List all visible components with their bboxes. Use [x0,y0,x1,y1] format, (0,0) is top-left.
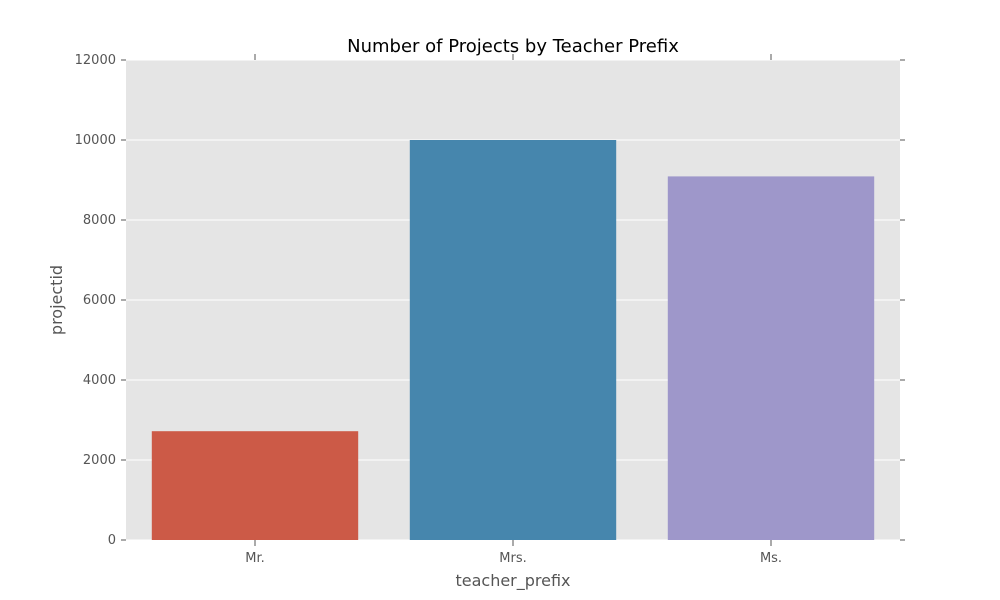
y-tick-label: 8000 [83,213,116,228]
y-tick-label: 6000 [83,293,116,308]
x-tick-label: Mrs. [499,551,526,566]
bar-mrs [409,140,617,540]
y-tick-label: 12000 [75,53,116,68]
y-axis-label: projectid [47,265,66,335]
bar-ms [667,176,875,540]
y-tick-label: 10000 [75,133,116,148]
y-tick-labels: 0 2000 4000 6000 8000 10000 12000 [75,53,116,548]
chart-title: Number of Projects by Teacher Prefix [347,36,679,57]
bars [151,140,875,540]
x-tick-label: Mr. [245,551,265,566]
x-tick-labels: Mr. Mrs. Ms. [245,551,782,566]
x-tick-label: Ms. [760,551,782,566]
tick-marks [121,54,905,546]
x-axis-label: teacher_prefix [455,571,570,591]
bar-mr [151,431,359,540]
y-tick-label: 2000 [83,453,116,468]
y-tick-label: 4000 [83,373,116,388]
y-tick-label: 0 [108,533,116,548]
